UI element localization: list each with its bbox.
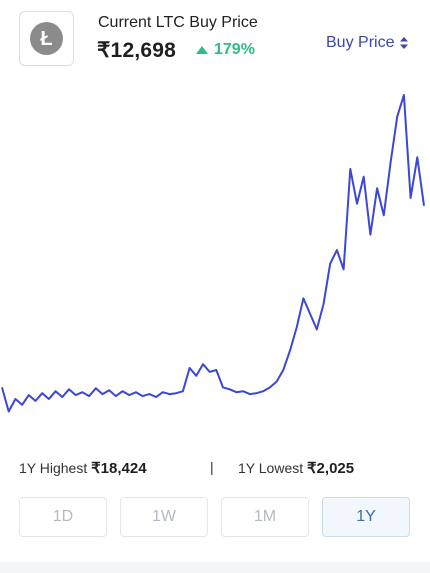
range-1m-button[interactable]: 1M (221, 497, 309, 537)
price-type-selector[interactable]: Buy Price (326, 34, 409, 52)
litecoin-glyph: Ł (40, 28, 52, 50)
range-1w-button[interactable]: 1W (120, 497, 208, 537)
price-title: Current LTC Buy Price (98, 14, 258, 31)
litecoin-icon: Ł (30, 22, 63, 55)
coin-logo: Ł (19, 11, 74, 66)
litecoin-letter: Ł (40, 28, 52, 50)
price-chart[interactable] (0, 90, 430, 430)
bottom-divider (0, 562, 430, 573)
low-stat: 1Y Lowest ₹2,025 (238, 459, 354, 477)
current-price: ₹12,698 (97, 39, 176, 62)
price-type-label: Buy Price (326, 34, 395, 51)
stat-separator: | (210, 459, 214, 475)
price-change-value: 179% (214, 41, 255, 58)
high-label: 1Y Highest (19, 460, 88, 476)
price-line (1, 94, 425, 413)
range-1y-button[interactable]: 1Y (322, 497, 410, 537)
high-value: ₹18,424 (91, 460, 147, 477)
range-1d-button[interactable]: 1D (19, 497, 107, 537)
low-label: 1Y Lowest (238, 460, 304, 476)
up-arrow-icon (196, 46, 208, 54)
high-stat: 1Y Highest ₹18,424 (19, 459, 147, 477)
low-value: ₹2,025 (307, 460, 355, 477)
sort-arrows-icon (400, 37, 409, 49)
price-change: 179% (196, 41, 255, 59)
